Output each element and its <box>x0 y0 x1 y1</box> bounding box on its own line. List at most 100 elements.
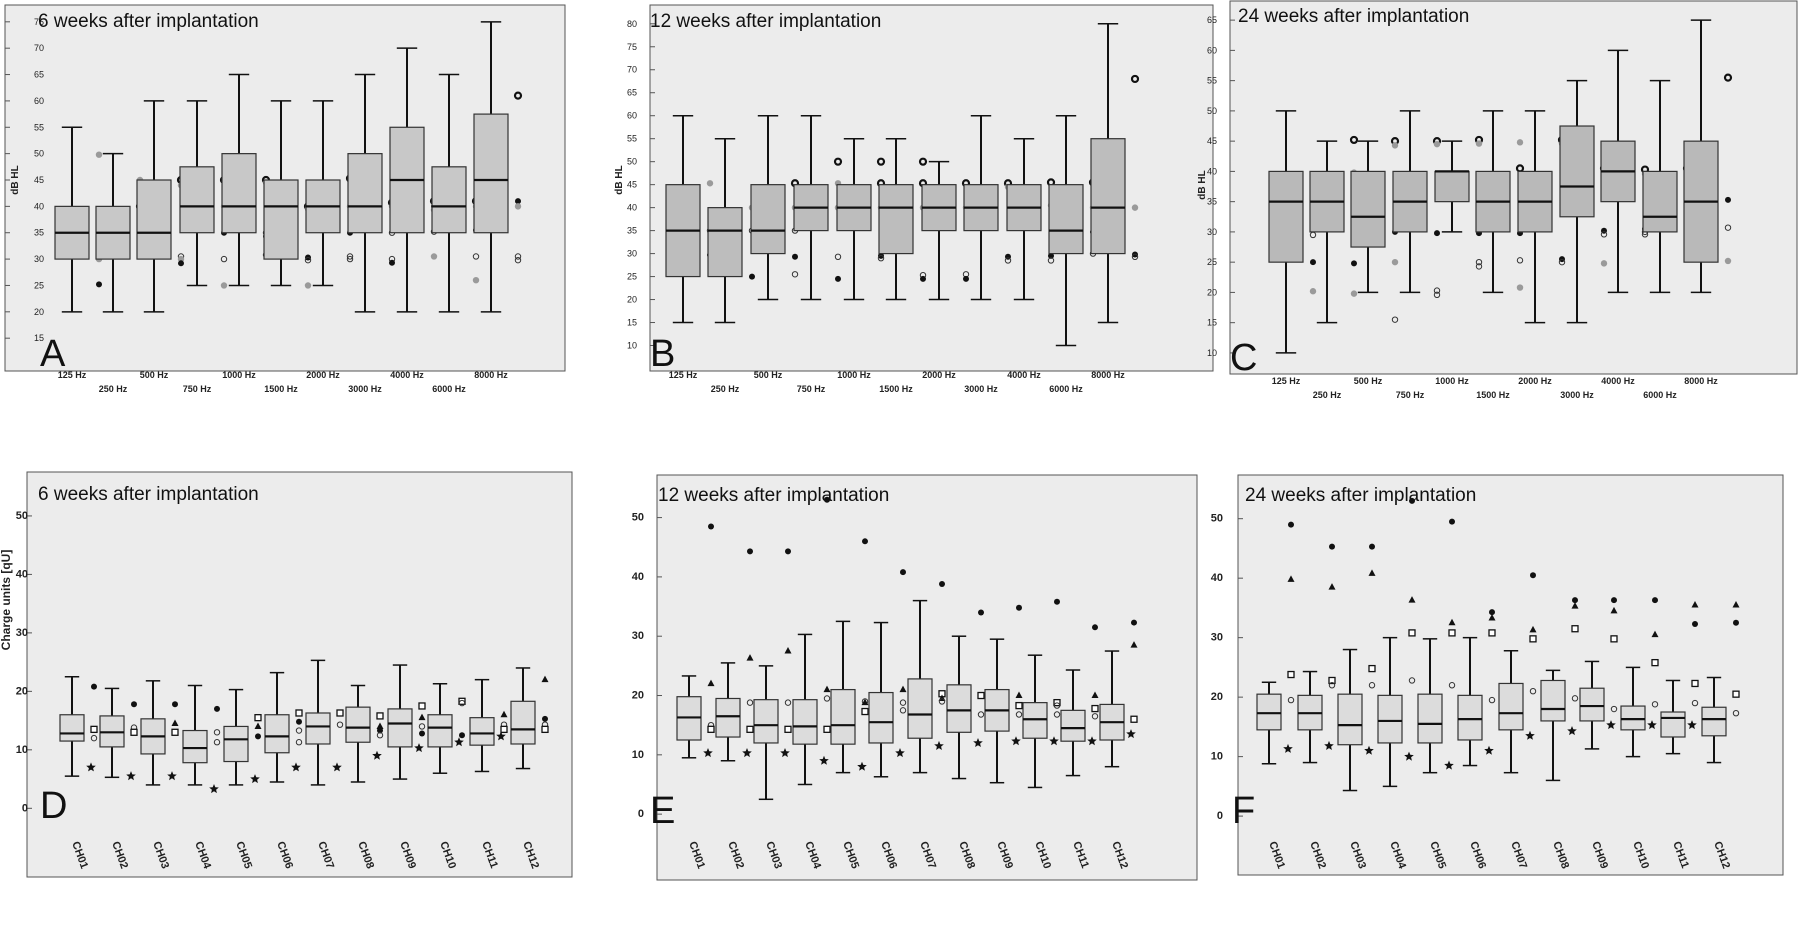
box-1500-Hz <box>1475 110 1525 294</box>
marker-triangle <box>1651 630 1659 638</box>
plot-frame <box>656 474 1198 881</box>
y-tick-label: 50 <box>34 149 44 159</box>
box-iqr <box>1540 679 1566 722</box>
marker-triangle <box>1448 618 1456 626</box>
box-iqr <box>1498 682 1524 731</box>
marker-open-circle <box>346 253 354 260</box>
marker-filled-circle <box>1288 521 1294 528</box>
y-tick-label: 10 <box>632 749 644 761</box>
box-CH06 <box>868 569 907 778</box>
y-tick-label: 70 <box>34 43 44 53</box>
marker-grey-circle <box>1516 284 1524 291</box>
marker-open-circle <box>1004 257 1012 264</box>
y-tick-label: 45 <box>1207 136 1217 146</box>
marker-square <box>1130 715 1138 723</box>
marker-open-circle <box>1131 253 1139 261</box>
x-tick-label: 2000 Hz <box>306 370 340 380</box>
marker-star <box>454 737 464 747</box>
box-iqr <box>345 706 371 743</box>
box-CH04 <box>1377 497 1416 788</box>
marker-open-circle <box>1724 224 1732 231</box>
box-iqr <box>1060 709 1086 742</box>
box-iqr <box>221 153 257 234</box>
x-tick-label: 6000 Hz <box>1049 384 1083 394</box>
marker-filled-circle <box>1131 619 1137 626</box>
marker-open-circle <box>346 255 354 263</box>
marker-grey-circle <box>1475 140 1483 147</box>
marker-square <box>784 725 792 733</box>
marker-square <box>746 725 754 733</box>
marker-filled-circle <box>172 701 178 708</box>
x-tick-label: 8000 Hz <box>474 370 508 380</box>
marker-star <box>819 755 829 765</box>
x-tick-label: 1000 Hz <box>222 370 256 380</box>
marker-filled-circle <box>1409 497 1415 504</box>
marker-grey-circle <box>1350 290 1358 297</box>
marker-filled-circle <box>978 609 984 616</box>
marker-filled-circle <box>131 701 137 708</box>
marker-filled-circle <box>96 281 102 288</box>
marker-open-circle <box>472 253 480 260</box>
marker-square <box>1328 676 1336 685</box>
box-1000-Hz <box>1434 135 1484 270</box>
x-tick-label: 8000 Hz <box>1091 370 1125 380</box>
marker-star <box>895 748 905 758</box>
box-iqr <box>1579 687 1605 722</box>
box-250-Hz <box>1309 135 1359 324</box>
marker-star <box>973 738 983 747</box>
marker-open-circle <box>514 256 522 264</box>
marker-open-circle <box>1448 682 1456 689</box>
marker-square <box>1488 629 1496 637</box>
y-tick-label: 10 <box>627 341 637 351</box>
box-CH12 <box>1099 619 1138 768</box>
marker-star <box>780 748 790 758</box>
marker-square <box>1368 664 1376 673</box>
marker-star <box>1049 736 1059 746</box>
box-6000-Hz <box>1048 114 1098 347</box>
marker-open-circle <box>1433 287 1441 294</box>
marker-filled-circle <box>1434 230 1440 237</box>
box-125-Hz <box>1268 110 1317 354</box>
marker-open-circle <box>458 699 466 707</box>
marker-filled-circle <box>963 275 969 282</box>
box-iqr <box>1417 693 1443 744</box>
y-tick-label: 60 <box>1207 45 1217 55</box>
box-4000-Hz <box>1600 49 1650 294</box>
y-tick-label: 20 <box>34 307 44 317</box>
marker-open-circle <box>213 739 221 746</box>
x-tick-label: 125 Hz <box>58 370 87 380</box>
marker-star <box>1126 729 1136 739</box>
marker-star <box>1364 745 1374 755</box>
marker-triangle <box>899 685 907 693</box>
box-iqr <box>1559 125 1595 218</box>
marker-filled-circle <box>1048 252 1054 259</box>
y-tick-label: 20 <box>1207 287 1217 297</box>
marker-triangle <box>1287 575 1295 582</box>
y-tick-label: 30 <box>16 627 28 639</box>
y-tick-label: 60 <box>34 96 44 106</box>
marker-ring <box>1130 74 1140 84</box>
marker-star <box>703 748 713 758</box>
box-125-Hz <box>665 114 714 324</box>
x-tick-label: 6000 Hz <box>1643 390 1677 400</box>
box-500-Hz <box>1350 137 1400 323</box>
box-2000-Hz <box>305 100 355 287</box>
marker-open-circle <box>1408 677 1416 684</box>
y-tick-label: 80 <box>627 19 637 29</box>
marker-open-circle <box>791 271 799 278</box>
marker-open-circle <box>1691 699 1699 707</box>
box-CH08 <box>1540 597 1579 782</box>
box-CH08 <box>345 684 384 783</box>
box-CH01 <box>59 675 98 777</box>
y-tick-label: 45 <box>627 180 637 190</box>
marker-open-circle <box>1600 231 1608 238</box>
box-CH09 <box>984 604 1023 784</box>
y-tick-label: 40 <box>627 203 637 213</box>
marker-open-circle <box>376 732 384 739</box>
marker-square <box>823 725 831 733</box>
marker-triangle <box>1130 641 1138 648</box>
box-CH11 <box>469 678 508 773</box>
box-iqr <box>59 714 85 742</box>
marker-filled-circle <box>1733 619 1739 626</box>
marker-star <box>372 750 382 760</box>
